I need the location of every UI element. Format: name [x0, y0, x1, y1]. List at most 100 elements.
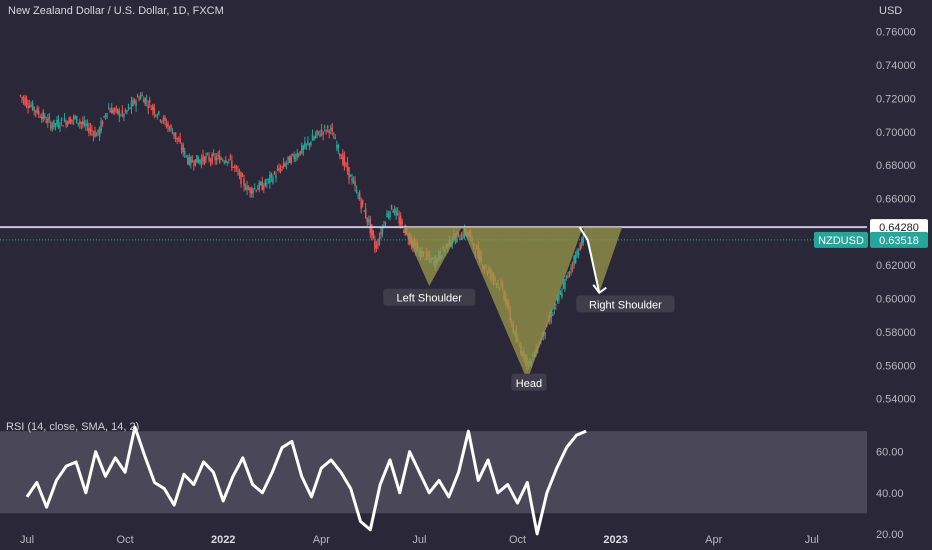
rsi-line: [25, 425, 587, 536]
candle-down: [211, 153, 213, 164]
time-axis[interactable]: Jul Oct 2022 Apr Jul Oct 2023 Apr Jul: [20, 534, 819, 546]
candle-up: [196, 155, 198, 163]
annotation-box: [383, 288, 476, 306]
candle-up: [85, 124, 87, 126]
candle-down: [39, 116, 41, 118]
candle-up: [311, 135, 314, 141]
candle-down: [354, 181, 356, 187]
candle-up: [171, 132, 174, 134]
candle-down: [241, 174, 244, 177]
annotation-label: Right Shoulder: [589, 299, 662, 311]
candle-up: [573, 255, 575, 266]
price-tick-label: 0.60000: [876, 294, 916, 306]
candle-down: [390, 205, 393, 210]
candle-down: [263, 186, 265, 190]
rsi-indicator-title[interactable]: RSI (14, close, SMA, 14, 2): [6, 421, 140, 433]
candle-up: [293, 154, 295, 160]
candle-up: [323, 126, 326, 128]
candle-up: [253, 187, 256, 189]
candle-down: [68, 117, 70, 124]
price-tick-label: 0.56000: [876, 360, 916, 372]
candle-down: [571, 266, 574, 268]
candle-up: [562, 283, 565, 289]
candle-up: [272, 177, 274, 183]
candle-up: [582, 235, 584, 244]
candle-up: [59, 126, 61, 128]
candle-down: [384, 222, 387, 224]
candle-up: [246, 185, 248, 191]
candle-down: [206, 153, 209, 155]
head-triangle: [461, 227, 583, 381]
candle-up: [565, 275, 568, 279]
candle-down: [24, 97, 26, 105]
candle-up: [47, 118, 49, 123]
candle-down: [299, 151, 302, 155]
candle-up: [150, 108, 153, 110]
candle-up: [197, 159, 200, 163]
candle-up: [123, 113, 125, 117]
candle-down: [148, 100, 151, 103]
candle-down: [255, 190, 257, 192]
candle-down: [281, 166, 283, 168]
candle-up: [36, 107, 38, 114]
candle-up: [558, 295, 560, 301]
candle-down: [396, 213, 399, 215]
candle-down: [176, 137, 178, 140]
candle-down: [129, 108, 131, 110]
candle-down: [333, 137, 335, 139]
candle-up: [264, 179, 267, 186]
rsi-axis[interactable]: 60.00 40.00 20.00: [876, 447, 904, 541]
candle-down: [290, 156, 292, 164]
annotation-left-shoulder: Left Shoulder: [383, 288, 476, 306]
candle-up: [104, 115, 107, 118]
candle-down: [187, 157, 189, 164]
candle-down: [173, 132, 175, 137]
candle-down: [133, 99, 136, 104]
time-tick-label: 2022: [211, 534, 235, 546]
candle-up: [580, 238, 583, 246]
time-tick-label: Jul: [20, 534, 34, 546]
candle-down: [220, 158, 222, 160]
candle-up: [544, 332, 546, 335]
annotation-right-shoulder: Right Shoulder: [576, 295, 675, 313]
candle-down: [174, 132, 177, 140]
current-price-value: 0.63518: [879, 235, 919, 247]
candle-down: [340, 158, 343, 160]
candle-up: [378, 237, 381, 245]
candle-down: [138, 98, 140, 100]
candle-down: [550, 314, 553, 319]
candle-down: [346, 162, 349, 172]
candle-down: [88, 128, 90, 134]
candle-up: [313, 137, 315, 141]
candle-down: [97, 129, 99, 134]
candle-down: [331, 127, 334, 131]
candle-up: [548, 317, 551, 322]
candle-down: [144, 97, 146, 105]
candle-down: [322, 131, 324, 135]
candle-down: [69, 118, 72, 124]
candle-up: [63, 118, 66, 122]
candle-up: [552, 314, 554, 316]
candle-down: [278, 167, 280, 170]
candle-down: [124, 110, 127, 112]
candle-up: [574, 254, 577, 264]
candle-up: [120, 115, 122, 117]
candle-down: [555, 304, 557, 306]
candle-down: [109, 109, 111, 113]
price-tick-label: 0.68000: [876, 160, 916, 172]
candle-down: [221, 159, 224, 161]
candle-up: [275, 175, 277, 179]
candle-up: [162, 117, 165, 122]
candle-down: [364, 208, 367, 219]
candle-up: [223, 161, 226, 163]
candle-down: [247, 189, 250, 191]
candle-down: [114, 108, 116, 112]
candle-up: [57, 120, 60, 128]
candle-up: [139, 95, 142, 99]
candle-down: [94, 130, 96, 137]
candle-down: [256, 188, 259, 190]
candle-down: [325, 130, 327, 133]
candle-down: [229, 156, 232, 158]
price-axis[interactable]: 0.76000 0.74000 0.72000 0.70000 0.68000 0.660…: [876, 27, 916, 406]
candle-up: [304, 142, 306, 149]
